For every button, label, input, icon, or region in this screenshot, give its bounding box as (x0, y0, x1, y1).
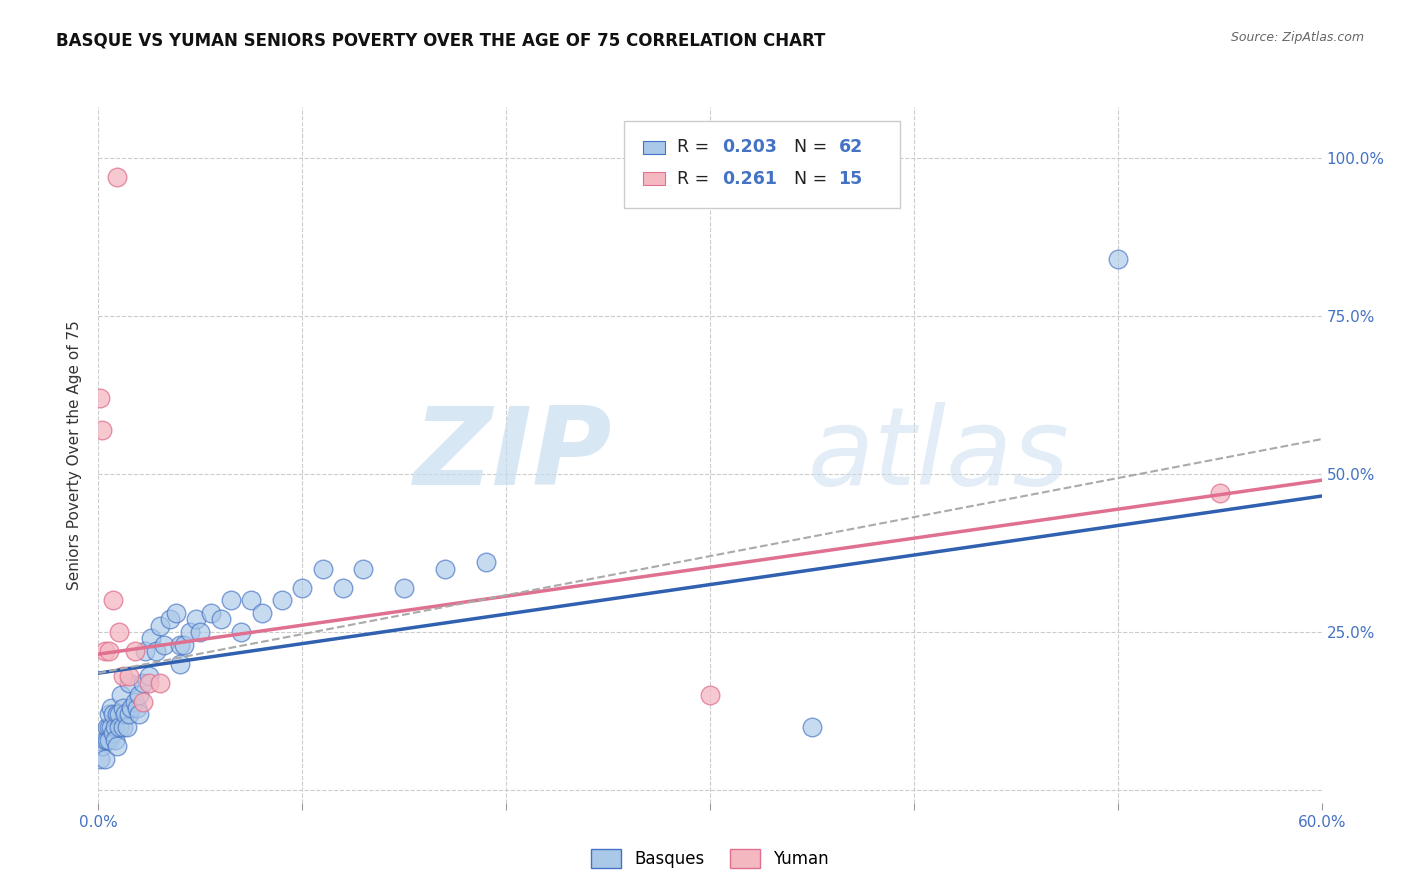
Point (101, 726, 124, 740)
Point (200, 606, 222, 620)
Point (114, 707, 136, 722)
Point (101, 593, 124, 607)
Point (1209, 486, 1232, 500)
FancyBboxPatch shape (643, 172, 665, 185)
Point (141, 632, 163, 646)
Point (291, 581, 314, 595)
Point (134, 644, 156, 658)
Point (100, 701, 122, 715)
Y-axis label: Seniors Poverty Over the Age of 75: Seniors Poverty Over the Age of 75 (67, 320, 83, 590)
Point (312, 562, 335, 576)
Point (110, 688, 132, 702)
Point (149, 675, 172, 690)
Point (270, 593, 294, 607)
Point (165, 606, 187, 620)
Point (108, 625, 131, 640)
Point (474, 556, 498, 570)
Text: N =: N = (783, 169, 834, 187)
Point (89, 751, 111, 765)
Point (108, 707, 131, 722)
Point (101, 707, 124, 722)
Text: R =: R = (678, 169, 714, 187)
Point (118, 675, 141, 690)
Point (93, 751, 115, 765)
Point (100, 720, 122, 734)
Point (93, 644, 115, 658)
Point (105, 169, 128, 184)
Point (149, 618, 172, 632)
Point (89, 391, 111, 405)
Point (159, 612, 181, 626)
Point (97, 707, 120, 722)
Point (96, 720, 118, 734)
Point (124, 644, 146, 658)
Point (332, 581, 354, 595)
Point (152, 638, 174, 652)
Point (118, 669, 141, 683)
Point (96, 732, 118, 747)
Point (138, 675, 160, 690)
Point (219, 593, 242, 607)
Point (240, 593, 263, 607)
Point (132, 675, 155, 690)
Point (91, 423, 114, 437)
Point (132, 695, 155, 709)
Point (104, 732, 127, 747)
Point (352, 562, 374, 576)
FancyBboxPatch shape (624, 121, 900, 208)
Point (97, 644, 120, 658)
Point (120, 701, 142, 715)
Point (111, 720, 134, 734)
Point (124, 695, 146, 709)
Text: Source: ZipAtlas.com: Source: ZipAtlas.com (1230, 31, 1364, 45)
Text: 0.203: 0.203 (723, 138, 778, 156)
Point (108, 720, 131, 734)
Text: ZIP: ZIP (413, 402, 612, 508)
Point (138, 669, 160, 683)
Text: N =: N = (783, 138, 834, 156)
Point (111, 669, 134, 683)
Point (118, 707, 141, 722)
Text: BASQUE VS YUMAN SENIORS POVERTY OVER THE AGE OF 75 CORRELATION CHART: BASQUE VS YUMAN SENIORS POVERTY OVER THE… (56, 31, 825, 49)
Point (169, 638, 191, 652)
Point (115, 720, 138, 734)
Legend: Basques, Yuman: Basques, Yuman (585, 842, 835, 874)
Text: 15: 15 (838, 169, 863, 187)
Point (1107, 252, 1129, 266)
Point (173, 638, 195, 652)
Point (91, 739, 114, 753)
Point (179, 625, 201, 640)
Point (250, 606, 273, 620)
Point (801, 720, 824, 734)
Point (209, 612, 232, 626)
Text: atlas: atlas (808, 402, 1070, 508)
Point (105, 739, 128, 753)
Point (186, 612, 208, 626)
Point (128, 707, 150, 722)
Point (97, 720, 120, 734)
Point (104, 720, 127, 734)
Text: 62: 62 (838, 138, 863, 156)
Point (97, 732, 120, 747)
Point (699, 688, 721, 702)
Point (128, 688, 150, 702)
Point (93, 732, 115, 747)
Text: R =: R = (678, 138, 714, 156)
Point (105, 707, 128, 722)
Point (392, 581, 416, 595)
Point (231, 625, 253, 640)
Point (127, 701, 149, 715)
Point (145, 644, 167, 658)
Text: 0.261: 0.261 (723, 169, 778, 187)
Point (111, 701, 134, 715)
Point (434, 562, 457, 576)
Point (188, 625, 212, 640)
Point (169, 657, 191, 671)
FancyBboxPatch shape (643, 141, 665, 153)
